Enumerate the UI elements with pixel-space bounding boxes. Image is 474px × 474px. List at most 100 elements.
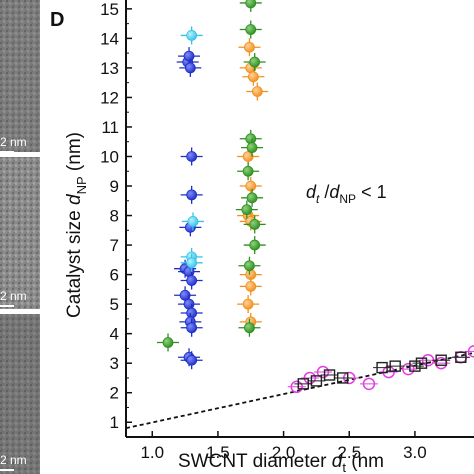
ratio-sub-1: t (316, 192, 320, 206)
panel-label: D (50, 9, 64, 31)
data-point-blue (183, 266, 195, 278)
y-axis-label-unit: (nm) (64, 132, 85, 176)
data-point-magenta (467, 345, 474, 358)
tem-image-bottom (0, 314, 40, 474)
x-axis-label-var: d (332, 451, 344, 472)
data-point-orange (242, 151, 254, 162)
plot-frame (125, 0, 474, 438)
y-axis-label-var: d (64, 193, 85, 205)
data-point-orange (247, 71, 259, 83)
y-tick-label: 4 (110, 325, 119, 344)
data-point-orange (242, 298, 254, 310)
y-tick-label: 9 (110, 177, 119, 196)
data-point-green (242, 165, 254, 177)
y-tick-label: 11 (101, 118, 119, 137)
x-tick-label: 2.5 (337, 443, 361, 462)
y-tick-label: 14 (100, 29, 119, 48)
data-point-magenta (290, 380, 303, 394)
data-point-blue (186, 151, 198, 162)
data-point-black-square (376, 361, 388, 374)
y-tick-label: 2 (110, 384, 119, 403)
data-point-magenta (402, 362, 415, 376)
ratio-annotation: dt /dNP < 1 (306, 182, 387, 206)
ratio-var-1: d (306, 182, 317, 202)
data-point-black-square (415, 357, 428, 369)
x-axis-label-sub: t (342, 460, 346, 474)
data-point-cyan (186, 30, 198, 41)
y-axis-label-prefix: Catalyst size (64, 205, 85, 318)
data-point-blue (186, 354, 198, 366)
data-point-orange (244, 41, 255, 53)
data-point-blue (179, 289, 191, 301)
data-point-black-square (435, 354, 447, 366)
y-tick-label: 8 (110, 207, 119, 226)
scale-bar-label-1: 2 nm (0, 135, 27, 149)
data-point-orange (251, 86, 263, 97)
y-axis-label-sub: NP (74, 176, 89, 194)
data-point-green (162, 337, 174, 348)
data-point-blue (186, 275, 198, 286)
data-point-black-square (336, 372, 349, 384)
panel-label-bg (44, 0, 82, 36)
data-point-green (244, 260, 255, 272)
data-point-green (249, 239, 261, 251)
y-tick-label: 3 (110, 354, 119, 373)
data-point-green (249, 56, 261, 68)
data-point-orange (245, 180, 257, 192)
data-point-green (246, 192, 258, 204)
data-point-green (244, 322, 255, 334)
y-tick-label: 5 (110, 295, 119, 314)
data-point-green (246, 142, 258, 154)
x-axis-label: SWCNT diameter dt (nm (178, 451, 384, 474)
data-point-green (245, 133, 257, 145)
data-point-magenta (362, 377, 376, 391)
data-point-black-square (310, 375, 323, 387)
data-point-blue (183, 298, 195, 310)
scale-bar-label-2: 2 nm (0, 289, 27, 303)
y-tick-label: 1 (110, 413, 119, 432)
data-point-orange (245, 281, 257, 292)
tem-image-middle (0, 157, 40, 309)
data-point-black-square (409, 360, 421, 372)
ratio-sub-2: NP (339, 192, 356, 206)
data-points (157, 0, 474, 394)
data-point-green (245, 24, 257, 35)
y-tick-label: 13 (100, 59, 119, 78)
data-point-green (245, 0, 257, 9)
x-tick-label: 1.5 (206, 443, 230, 462)
data-point-blue (183, 50, 195, 62)
data-point-green (249, 219, 261, 230)
data-point-black-square (389, 360, 401, 372)
data-point-black-square (323, 369, 336, 381)
data-point-blue (186, 307, 198, 319)
ratio-slash: / (319, 182, 329, 202)
data-point-cyan (186, 257, 198, 269)
data-point-blue (184, 62, 196, 74)
x-tick-label: 2.0 (272, 443, 296, 462)
data-point-magenta (316, 365, 330, 379)
x-axis-label-prefix: SWCNT diameter (178, 451, 332, 472)
ratio-var-2: d (329, 182, 340, 202)
data-point-blue (186, 189, 198, 201)
data-point-black-square (455, 351, 467, 363)
x-tick-label: 3.0 (403, 443, 427, 462)
data-point-black-square (297, 378, 309, 390)
data-point-blue (186, 322, 198, 334)
x-axis-label-unit: (nm (346, 451, 384, 472)
y-tick-label: 12 (100, 88, 119, 107)
y-tick-label: 7 (110, 236, 119, 255)
data-point-green (241, 204, 253, 216)
ratio-tail: < 1 (356, 182, 387, 202)
data-point-cyan (187, 216, 199, 227)
tem-image-top (0, 0, 40, 152)
scale-bar-label-3: 2 nm (0, 453, 27, 467)
y-axis-label: Catalyst size dNP (nm) (64, 132, 89, 318)
y-tick-label: 6 (110, 266, 119, 285)
tem-image-strip: 2 nm 2 nm 2 nm (0, 0, 40, 474)
y-tick-label: 10 (100, 147, 119, 166)
y-tick-label: 15 (100, 0, 119, 19)
x-tick-label: 1.0 (140, 443, 164, 462)
